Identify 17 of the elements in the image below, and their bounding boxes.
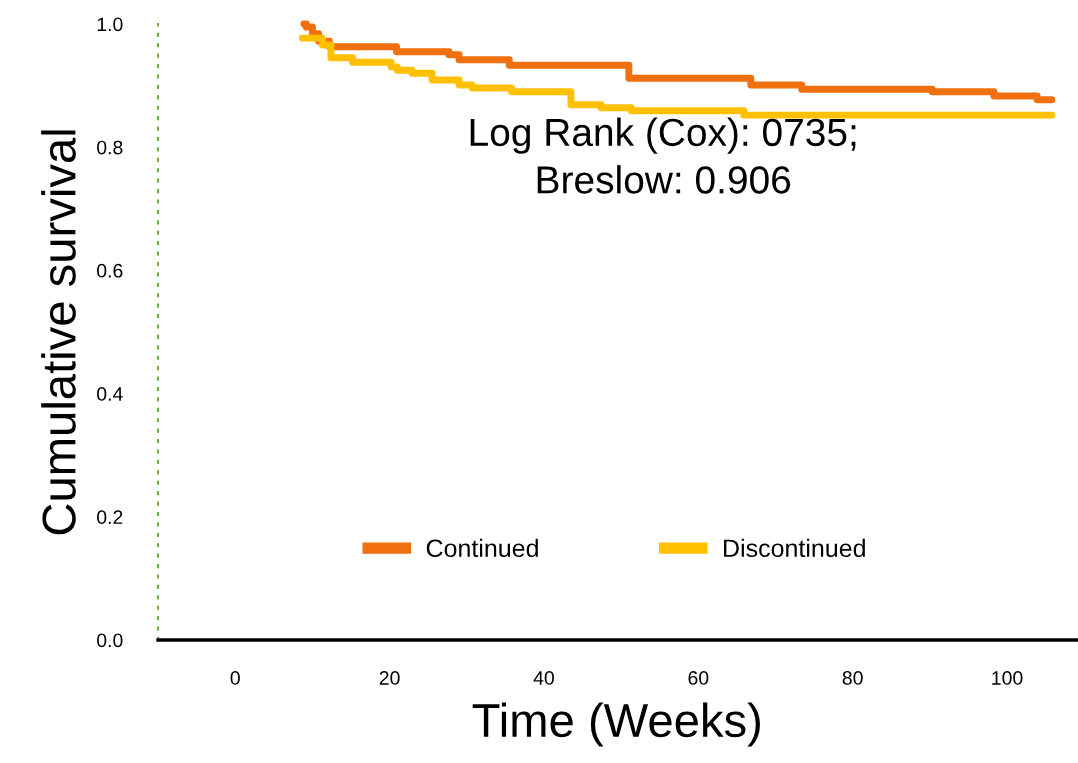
x-tick-label: 80	[842, 671, 863, 685]
y-tick-label: 1.0	[97, 17, 123, 32]
x-tick-label: 0	[230, 671, 240, 685]
legend-label: Discontinued	[724, 538, 865, 558]
y-tick-label: 0.6	[97, 263, 123, 278]
x-axis-title: Time (Weeks)	[472, 702, 760, 747]
x-tick-label: 20	[379, 671, 400, 685]
y-axis-title: Cumulative survival	[41, 130, 76, 535]
annotation: Log Rank (Cox): 0735; Breslow: 0.906	[470, 117, 856, 194]
y-tick-label: 0.0	[97, 633, 123, 648]
x-tick-label: 60	[688, 671, 709, 685]
y-tick-label: 0.2	[97, 510, 123, 525]
y-tick-label: 0.8	[97, 140, 123, 155]
y-tick-label: 0.4	[97, 387, 123, 401]
legend-label: Continued	[426, 538, 538, 558]
x-tick-label: 100	[992, 671, 1023, 685]
x-tick-label: 40	[533, 671, 554, 685]
